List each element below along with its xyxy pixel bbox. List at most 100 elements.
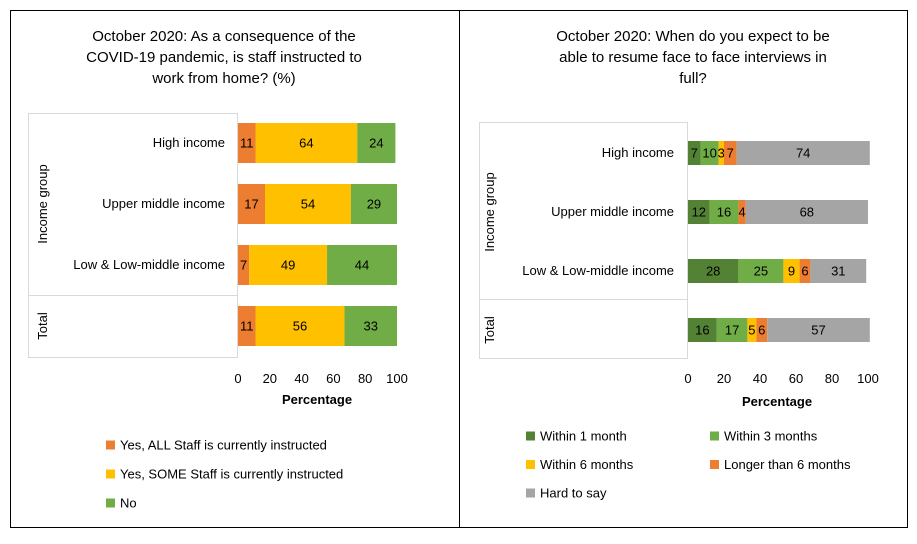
right-legend-label: Longer than 6 months bbox=[724, 457, 851, 472]
left-legend-swatch bbox=[106, 440, 115, 450]
left-x-tick-label: 0 bbox=[234, 371, 241, 386]
right-bar-segment bbox=[738, 259, 784, 283]
right-bar-segment bbox=[810, 259, 867, 283]
left-bar-segment bbox=[344, 306, 397, 346]
left-bar-segment bbox=[238, 245, 250, 285]
left-x-tick-label: 80 bbox=[358, 371, 372, 386]
right-data-label: 57 bbox=[811, 323, 825, 338]
left-category-label: High income bbox=[153, 135, 225, 150]
left-bar-segment bbox=[238, 306, 256, 346]
right-chart: October 2020: When do you expect to be a… bbox=[479, 28, 879, 501]
left-x-axis-label: Percentage bbox=[282, 392, 352, 407]
right-x-tick-labels: 0 20 40 60 80 100 bbox=[684, 371, 878, 386]
left-bar-segment bbox=[249, 245, 328, 285]
right-x-axis-label: Percentage bbox=[742, 394, 812, 409]
right-legend-label: Within 6 months bbox=[540, 457, 634, 472]
right-x-tick-label: 100 bbox=[857, 371, 879, 386]
left-data-label: 29 bbox=[367, 197, 381, 212]
right-title-line-3: full? bbox=[679, 70, 707, 87]
left-category-label: Low & Low-middle income bbox=[73, 257, 225, 272]
right-legend-label: Hard to say bbox=[540, 486, 607, 501]
right-data-label: 28 bbox=[706, 264, 720, 279]
left-x-tick-label: 60 bbox=[326, 371, 340, 386]
right-bar-segment bbox=[783, 259, 800, 283]
left-x-tick-labels: 0 20 40 60 80 100 bbox=[234, 371, 407, 386]
left-group-label-income: Income group bbox=[35, 164, 50, 244]
right-x-tick-label: 20 bbox=[717, 371, 731, 386]
right-x-tick-label: 0 bbox=[684, 371, 691, 386]
right-data-label: 25 bbox=[754, 264, 768, 279]
left-bars: 11 64 24 17 54 29 7 49 44 11 56 33 bbox=[238, 123, 397, 346]
right-data-label: 17 bbox=[725, 323, 739, 338]
right-data-label: 10 bbox=[702, 146, 716, 161]
left-x-tick-label: 100 bbox=[386, 371, 408, 386]
right-legend-swatch bbox=[710, 460, 719, 469]
left-title-line-1: October 2020: As a consequence of the bbox=[92, 28, 356, 45]
left-title-line-2: COVID-19 pandemic, is staff instructed t… bbox=[86, 49, 362, 66]
right-data-label: 3 bbox=[718, 146, 725, 161]
right-data-label: 16 bbox=[717, 205, 731, 220]
left-data-label: 64 bbox=[299, 136, 313, 151]
right-x-tick-label: 60 bbox=[789, 371, 803, 386]
right-data-label: 12 bbox=[692, 205, 706, 220]
left-data-label: 17 bbox=[244, 197, 258, 212]
right-category-labels: High income Upper middle income Low & Low-… bbox=[522, 145, 674, 278]
right-data-label: 6 bbox=[801, 264, 808, 279]
left-x-tick-label: 40 bbox=[294, 371, 308, 386]
left-bar-segment bbox=[350, 184, 397, 224]
right-legend-swatch bbox=[710, 431, 719, 441]
right-data-label: 31 bbox=[831, 264, 845, 279]
right-data-label: 16 bbox=[695, 323, 709, 338]
left-bar-segment bbox=[255, 306, 345, 346]
left-data-label: 24 bbox=[369, 136, 383, 151]
right-bar-segment bbox=[756, 318, 768, 342]
left-category-label: Upper middle income bbox=[102, 196, 225, 211]
right-title-line-1: October 2020: When do you expect to be bbox=[556, 28, 830, 45]
left-chart-title: October 2020: As a consequence of the CO… bbox=[86, 28, 362, 87]
right-bar-segment bbox=[718, 141, 724, 165]
right-legend-swatch bbox=[526, 488, 535, 498]
right-x-tick-label: 40 bbox=[753, 371, 767, 386]
right-bar-segment bbox=[745, 200, 868, 224]
right-panel-frame bbox=[459, 10, 908, 528]
right-bar-segment bbox=[709, 200, 739, 224]
left-category-labels: High income Upper middle income Low & Low-… bbox=[73, 135, 225, 272]
right-title-line-2: able to resume face to face interviews i… bbox=[559, 49, 827, 66]
left-bar-segment bbox=[357, 123, 396, 163]
right-bar-segment bbox=[688, 200, 710, 224]
left-data-label: 54 bbox=[301, 197, 315, 212]
right-bar-segment bbox=[747, 318, 757, 342]
left-bar-segment bbox=[327, 245, 397, 285]
right-legend: Within 1 month Within 3 months Within 6 mo… bbox=[526, 429, 851, 501]
left-data-label: 44 bbox=[355, 258, 369, 273]
left-data-label: 7 bbox=[240, 258, 247, 273]
right-category-label: Upper middle income bbox=[551, 204, 674, 219]
left-data-label: 49 bbox=[281, 258, 295, 273]
left-x-tick-label: 20 bbox=[263, 371, 277, 386]
right-x-tick-label: 80 bbox=[825, 371, 839, 386]
right-data-label: 74 bbox=[796, 146, 810, 161]
right-bar-segment bbox=[738, 200, 746, 224]
right-group-label-income: Income group bbox=[482, 172, 497, 252]
left-group-label-total: Total bbox=[35, 312, 50, 340]
right-data-label: 7 bbox=[727, 146, 734, 161]
right-bar-segment bbox=[724, 141, 737, 165]
left-legend-label: Yes, SOME Staff is currently instructed bbox=[120, 467, 343, 482]
left-legend-swatch bbox=[106, 469, 115, 479]
left-data-label: 11 bbox=[240, 319, 254, 334]
right-data-label: 6 bbox=[758, 323, 765, 338]
right-data-label: 68 bbox=[800, 205, 814, 220]
left-data-label: 33 bbox=[364, 319, 378, 334]
right-chart-title: October 2020: When do you expect to be a… bbox=[556, 28, 830, 87]
right-bar-segment bbox=[688, 318, 717, 342]
right-data-label: 7 bbox=[691, 146, 698, 161]
left-bar-segment bbox=[238, 184, 266, 224]
left-bar-segment bbox=[238, 123, 256, 163]
right-group-label-total: Total bbox=[482, 316, 497, 344]
right-legend-label: Within 3 months bbox=[724, 429, 818, 444]
left-title-line-3: work from home? (%) bbox=[151, 70, 295, 87]
right-bar-segment bbox=[700, 141, 719, 165]
right-data-label: 5 bbox=[748, 323, 755, 338]
right-legend-swatch bbox=[526, 431, 535, 441]
right-bar-segment bbox=[688, 259, 739, 283]
